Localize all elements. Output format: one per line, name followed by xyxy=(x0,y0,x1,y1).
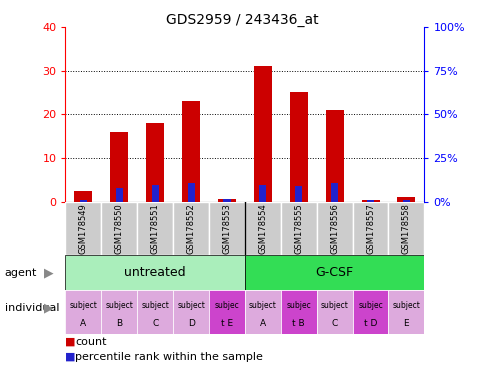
Bar xyxy=(101,290,137,334)
Text: t B: t B xyxy=(292,319,304,328)
Bar xyxy=(80,200,87,202)
Bar xyxy=(137,202,173,255)
Text: subjec: subjec xyxy=(286,301,311,310)
Text: subject: subject xyxy=(69,301,97,310)
Bar xyxy=(116,189,122,202)
Text: subject: subject xyxy=(320,301,348,310)
Bar xyxy=(280,290,316,334)
Bar xyxy=(388,290,424,334)
Bar xyxy=(151,185,158,202)
Text: GDS2959 / 243436_at: GDS2959 / 243436_at xyxy=(166,13,318,27)
Bar xyxy=(146,123,164,202)
Bar xyxy=(325,110,343,202)
Text: subject: subject xyxy=(105,301,133,310)
Text: t D: t D xyxy=(363,319,377,328)
Bar xyxy=(65,202,101,255)
Bar xyxy=(402,200,409,202)
Bar xyxy=(110,132,128,202)
Text: A: A xyxy=(80,319,86,328)
Text: subjec: subjec xyxy=(214,301,239,310)
Text: GSM178551: GSM178551 xyxy=(151,203,159,254)
Bar xyxy=(254,66,271,202)
Text: GSM178550: GSM178550 xyxy=(115,203,123,254)
Text: untreated: untreated xyxy=(124,266,186,279)
Text: ▶: ▶ xyxy=(44,266,53,279)
Text: GSM178557: GSM178557 xyxy=(365,203,374,254)
Text: GSM178556: GSM178556 xyxy=(330,203,338,254)
Bar xyxy=(218,199,235,202)
Bar xyxy=(316,290,352,334)
Bar xyxy=(397,197,414,202)
Text: count: count xyxy=(75,337,106,347)
Bar xyxy=(244,290,280,334)
Text: GSM178552: GSM178552 xyxy=(186,203,195,254)
Bar xyxy=(289,93,307,202)
Text: subject: subject xyxy=(392,301,420,310)
Text: t E: t E xyxy=(221,319,232,328)
Bar xyxy=(137,290,173,334)
Text: B: B xyxy=(116,319,122,328)
Text: GSM178554: GSM178554 xyxy=(258,203,267,254)
Bar xyxy=(259,185,266,202)
Bar xyxy=(65,290,101,334)
Bar xyxy=(101,202,137,255)
Text: ■: ■ xyxy=(65,352,76,362)
Text: G-CSF: G-CSF xyxy=(315,266,353,279)
Text: GSM178553: GSM178553 xyxy=(222,203,231,254)
Bar xyxy=(209,202,244,255)
Text: C: C xyxy=(331,319,337,328)
Text: GSM178549: GSM178549 xyxy=(79,203,88,254)
Bar xyxy=(187,183,194,202)
Text: agent: agent xyxy=(5,268,37,278)
Bar xyxy=(352,202,388,255)
Text: percentile rank within the sample: percentile rank within the sample xyxy=(75,352,262,362)
Text: E: E xyxy=(403,319,408,328)
Bar xyxy=(209,290,244,334)
Text: subject: subject xyxy=(141,301,169,310)
Bar xyxy=(65,255,244,290)
Bar xyxy=(361,200,378,202)
Bar xyxy=(388,202,424,255)
Text: GSM178555: GSM178555 xyxy=(294,203,302,254)
Bar xyxy=(295,186,302,202)
Bar xyxy=(280,202,316,255)
Bar xyxy=(331,183,337,202)
Bar xyxy=(366,200,373,202)
Text: A: A xyxy=(259,319,265,328)
Text: ▶: ▶ xyxy=(44,302,53,314)
Bar xyxy=(182,101,200,202)
Bar xyxy=(352,290,388,334)
Text: D: D xyxy=(187,319,194,328)
Bar xyxy=(75,191,92,202)
Text: individual: individual xyxy=(5,303,59,313)
Text: subject: subject xyxy=(177,301,205,310)
Bar xyxy=(223,199,230,202)
Text: GSM178558: GSM178558 xyxy=(401,203,410,254)
Bar xyxy=(173,202,209,255)
Text: subjec: subjec xyxy=(357,301,382,310)
Bar xyxy=(316,202,352,255)
Text: subject: subject xyxy=(248,301,276,310)
Text: C: C xyxy=(152,319,158,328)
Bar xyxy=(173,290,209,334)
Bar xyxy=(244,202,280,255)
Text: ■: ■ xyxy=(65,337,76,347)
Bar xyxy=(244,255,424,290)
